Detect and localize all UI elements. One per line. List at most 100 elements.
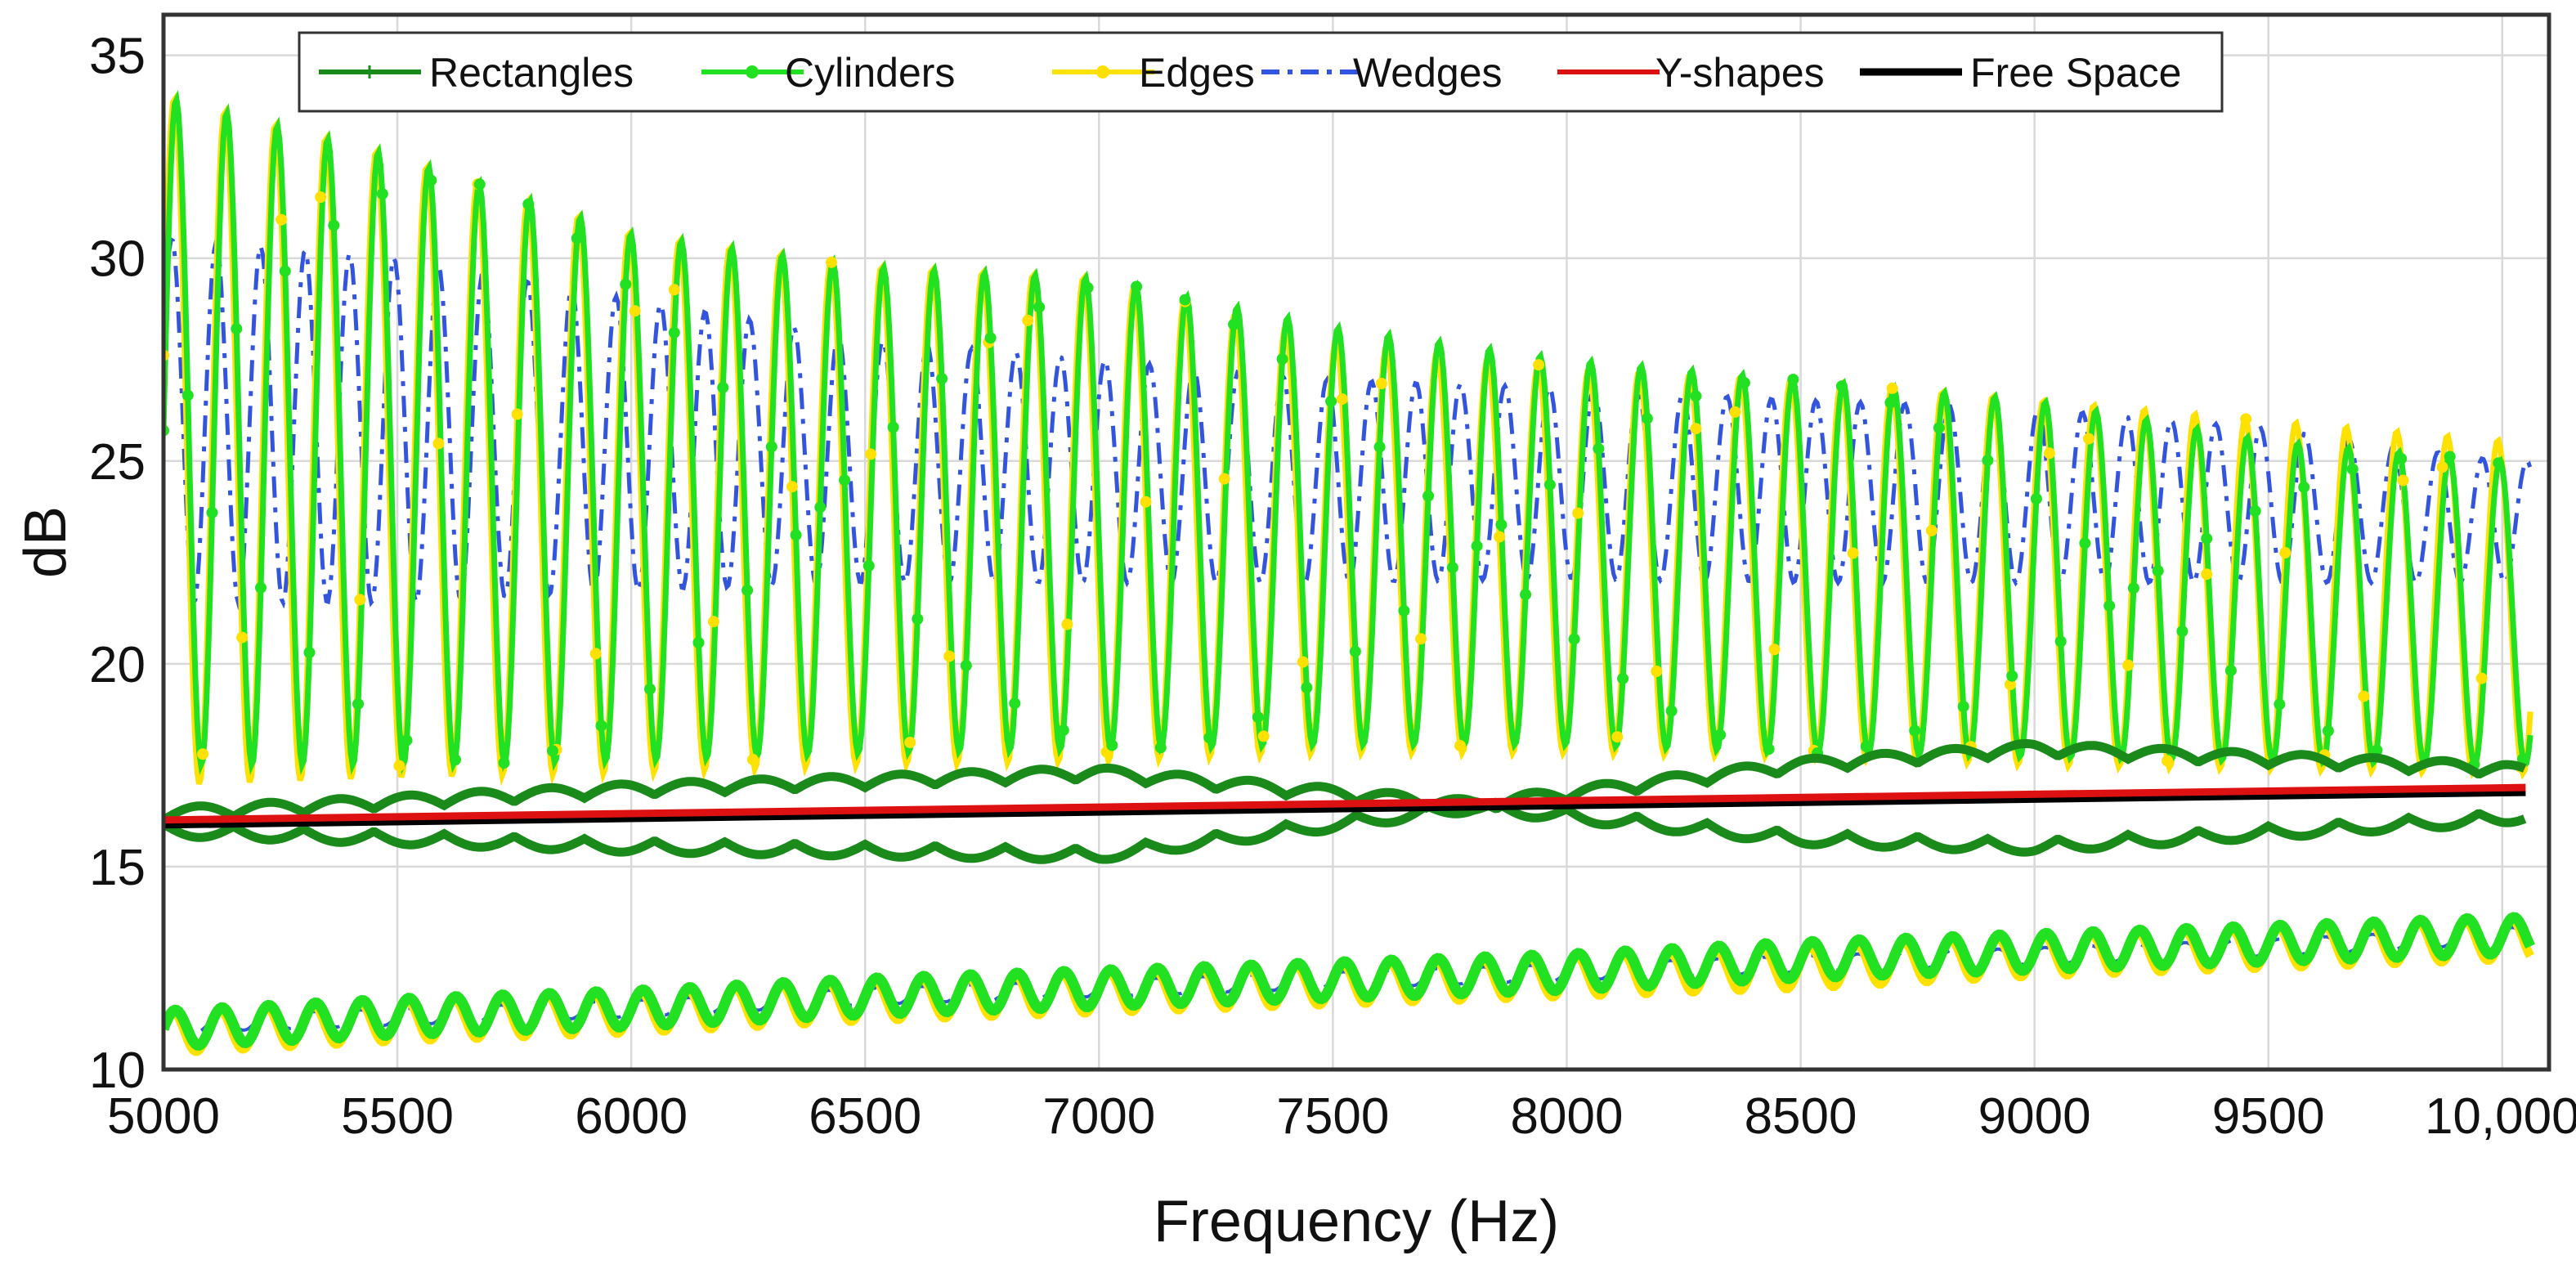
marker-cylinders [1373, 441, 1386, 453]
marker-cylinders [1568, 633, 1580, 645]
series-line-rectangles [164, 763, 2527, 857]
marker-cylinders [2152, 565, 2164, 577]
marker-edges [2043, 447, 2055, 460]
legend-marker [746, 65, 759, 78]
y-axis-title: dB [13, 506, 78, 578]
marker-edges [786, 481, 798, 493]
marker-cylinders [522, 198, 535, 210]
marker-cylinders [936, 373, 948, 385]
marker-cylinders [1641, 412, 1653, 424]
marker-edges [2475, 672, 2488, 684]
marker-cylinders [1106, 739, 1118, 751]
marker-cylinders [2224, 665, 2237, 677]
marker-cylinders [473, 178, 486, 191]
marker-cylinders [1446, 562, 1458, 574]
marker-cylinders [765, 441, 777, 453]
marker-cylinders [668, 326, 680, 339]
x-tick-label: 7000 [1042, 1088, 1155, 1145]
marker-edges [1768, 643, 1781, 656]
marker-edges [1257, 730, 1270, 742]
legend-label-cylinders: Cylinders [785, 50, 955, 96]
marker-cylinders [547, 745, 558, 757]
legend-label-free-space: Free Space [1970, 50, 2181, 96]
marker-cylinders [231, 323, 243, 335]
marker-edges [1022, 314, 1034, 326]
marker-cylinders [595, 720, 607, 732]
marker-edges [1651, 666, 1663, 677]
marker-cylinders [644, 683, 656, 695]
marker-cylinders [692, 637, 705, 648]
marker-cylinders [1884, 397, 1897, 409]
marker-cylinders [352, 698, 364, 710]
marker-cylinders [2103, 599, 2116, 612]
marker-cylinders [2249, 505, 2261, 517]
marker-edges [511, 408, 523, 420]
marker-edges [1415, 633, 1427, 645]
x-tick-label: 5000 [107, 1088, 220, 1145]
x-tick-label: 8000 [1511, 1088, 1624, 1145]
marker-cylinders [571, 232, 583, 244]
marker-cylinders [862, 560, 875, 572]
marker-edges [1061, 618, 1073, 630]
series-line-rectangles [164, 739, 2527, 864]
marker-edges [2358, 690, 2370, 702]
marker-edges [1690, 423, 1702, 435]
marker-cylinders [2054, 635, 2067, 648]
marker-cylinders [1714, 729, 1727, 741]
series-line-y-shapes [164, 783, 2526, 828]
marker-cylinders [839, 474, 851, 487]
marker-cylinders [1860, 740, 1872, 752]
x-tick-label: 6500 [809, 1088, 921, 1145]
marker-edges [1729, 406, 1741, 418]
y-tick-label: 10 [89, 1043, 146, 1099]
marker-cylinders [1154, 742, 1167, 754]
legend-label-edges: Edges [1139, 50, 1255, 96]
marker-cylinders [741, 584, 754, 596]
marker-edges [1218, 473, 1230, 485]
marker-cylinders [887, 421, 899, 433]
legend-marker [363, 65, 376, 78]
legend-label-y-shapes: Y-shapes [1655, 50, 1825, 96]
y-tick-label: 35 [89, 29, 146, 85]
marker-edges [1454, 739, 1466, 751]
plot-frame [161, 12, 2551, 1072]
marker-cylinders [814, 501, 827, 513]
marker-edges [2240, 413, 2252, 425]
marker-cylinders [1301, 682, 1313, 693]
marker-cylinders [984, 332, 997, 344]
marker-cylinders [328, 219, 340, 231]
series-line-cylinders [164, 89, 2533, 776]
marker-edges [668, 284, 680, 296]
marker-edges [2083, 433, 2094, 445]
marker-cylinders [206, 506, 218, 518]
legend-marker [1096, 65, 1109, 78]
marker-cylinders [960, 660, 972, 671]
marker-edges [904, 737, 916, 748]
marker-cylinders [181, 389, 194, 401]
marker-edges [1886, 382, 1898, 394]
marker-cylinders [1179, 294, 1191, 306]
x-tick-label: 5500 [341, 1088, 454, 1145]
marker-edges [1336, 393, 1348, 406]
y-tick-label: 15 [89, 840, 146, 896]
marker-edges [629, 305, 641, 317]
marker-cylinders [303, 647, 316, 658]
marker-edges [276, 213, 288, 226]
marker-cylinders [1057, 724, 1069, 737]
marker-cylinders [1203, 732, 1216, 744]
marker-edges [2162, 755, 2174, 767]
y-tick-label: 20 [89, 637, 146, 693]
marker-cylinders [1131, 280, 1143, 293]
marker-cylinders [498, 757, 510, 769]
marker-cylinders [1738, 377, 1750, 389]
marker-cylinders [1982, 455, 1994, 467]
legend-label-rectangles: Rectangles [429, 50, 634, 96]
marker-edges [865, 448, 877, 460]
marker-cylinders [2006, 670, 2018, 682]
marker-cylinders [2298, 481, 2310, 493]
marker-cylinders [1957, 701, 1969, 713]
x-axis-title: Frequency (Hz) [1154, 1189, 1559, 1254]
marker-edges [1375, 378, 1387, 389]
marker-edges [1297, 656, 1309, 668]
